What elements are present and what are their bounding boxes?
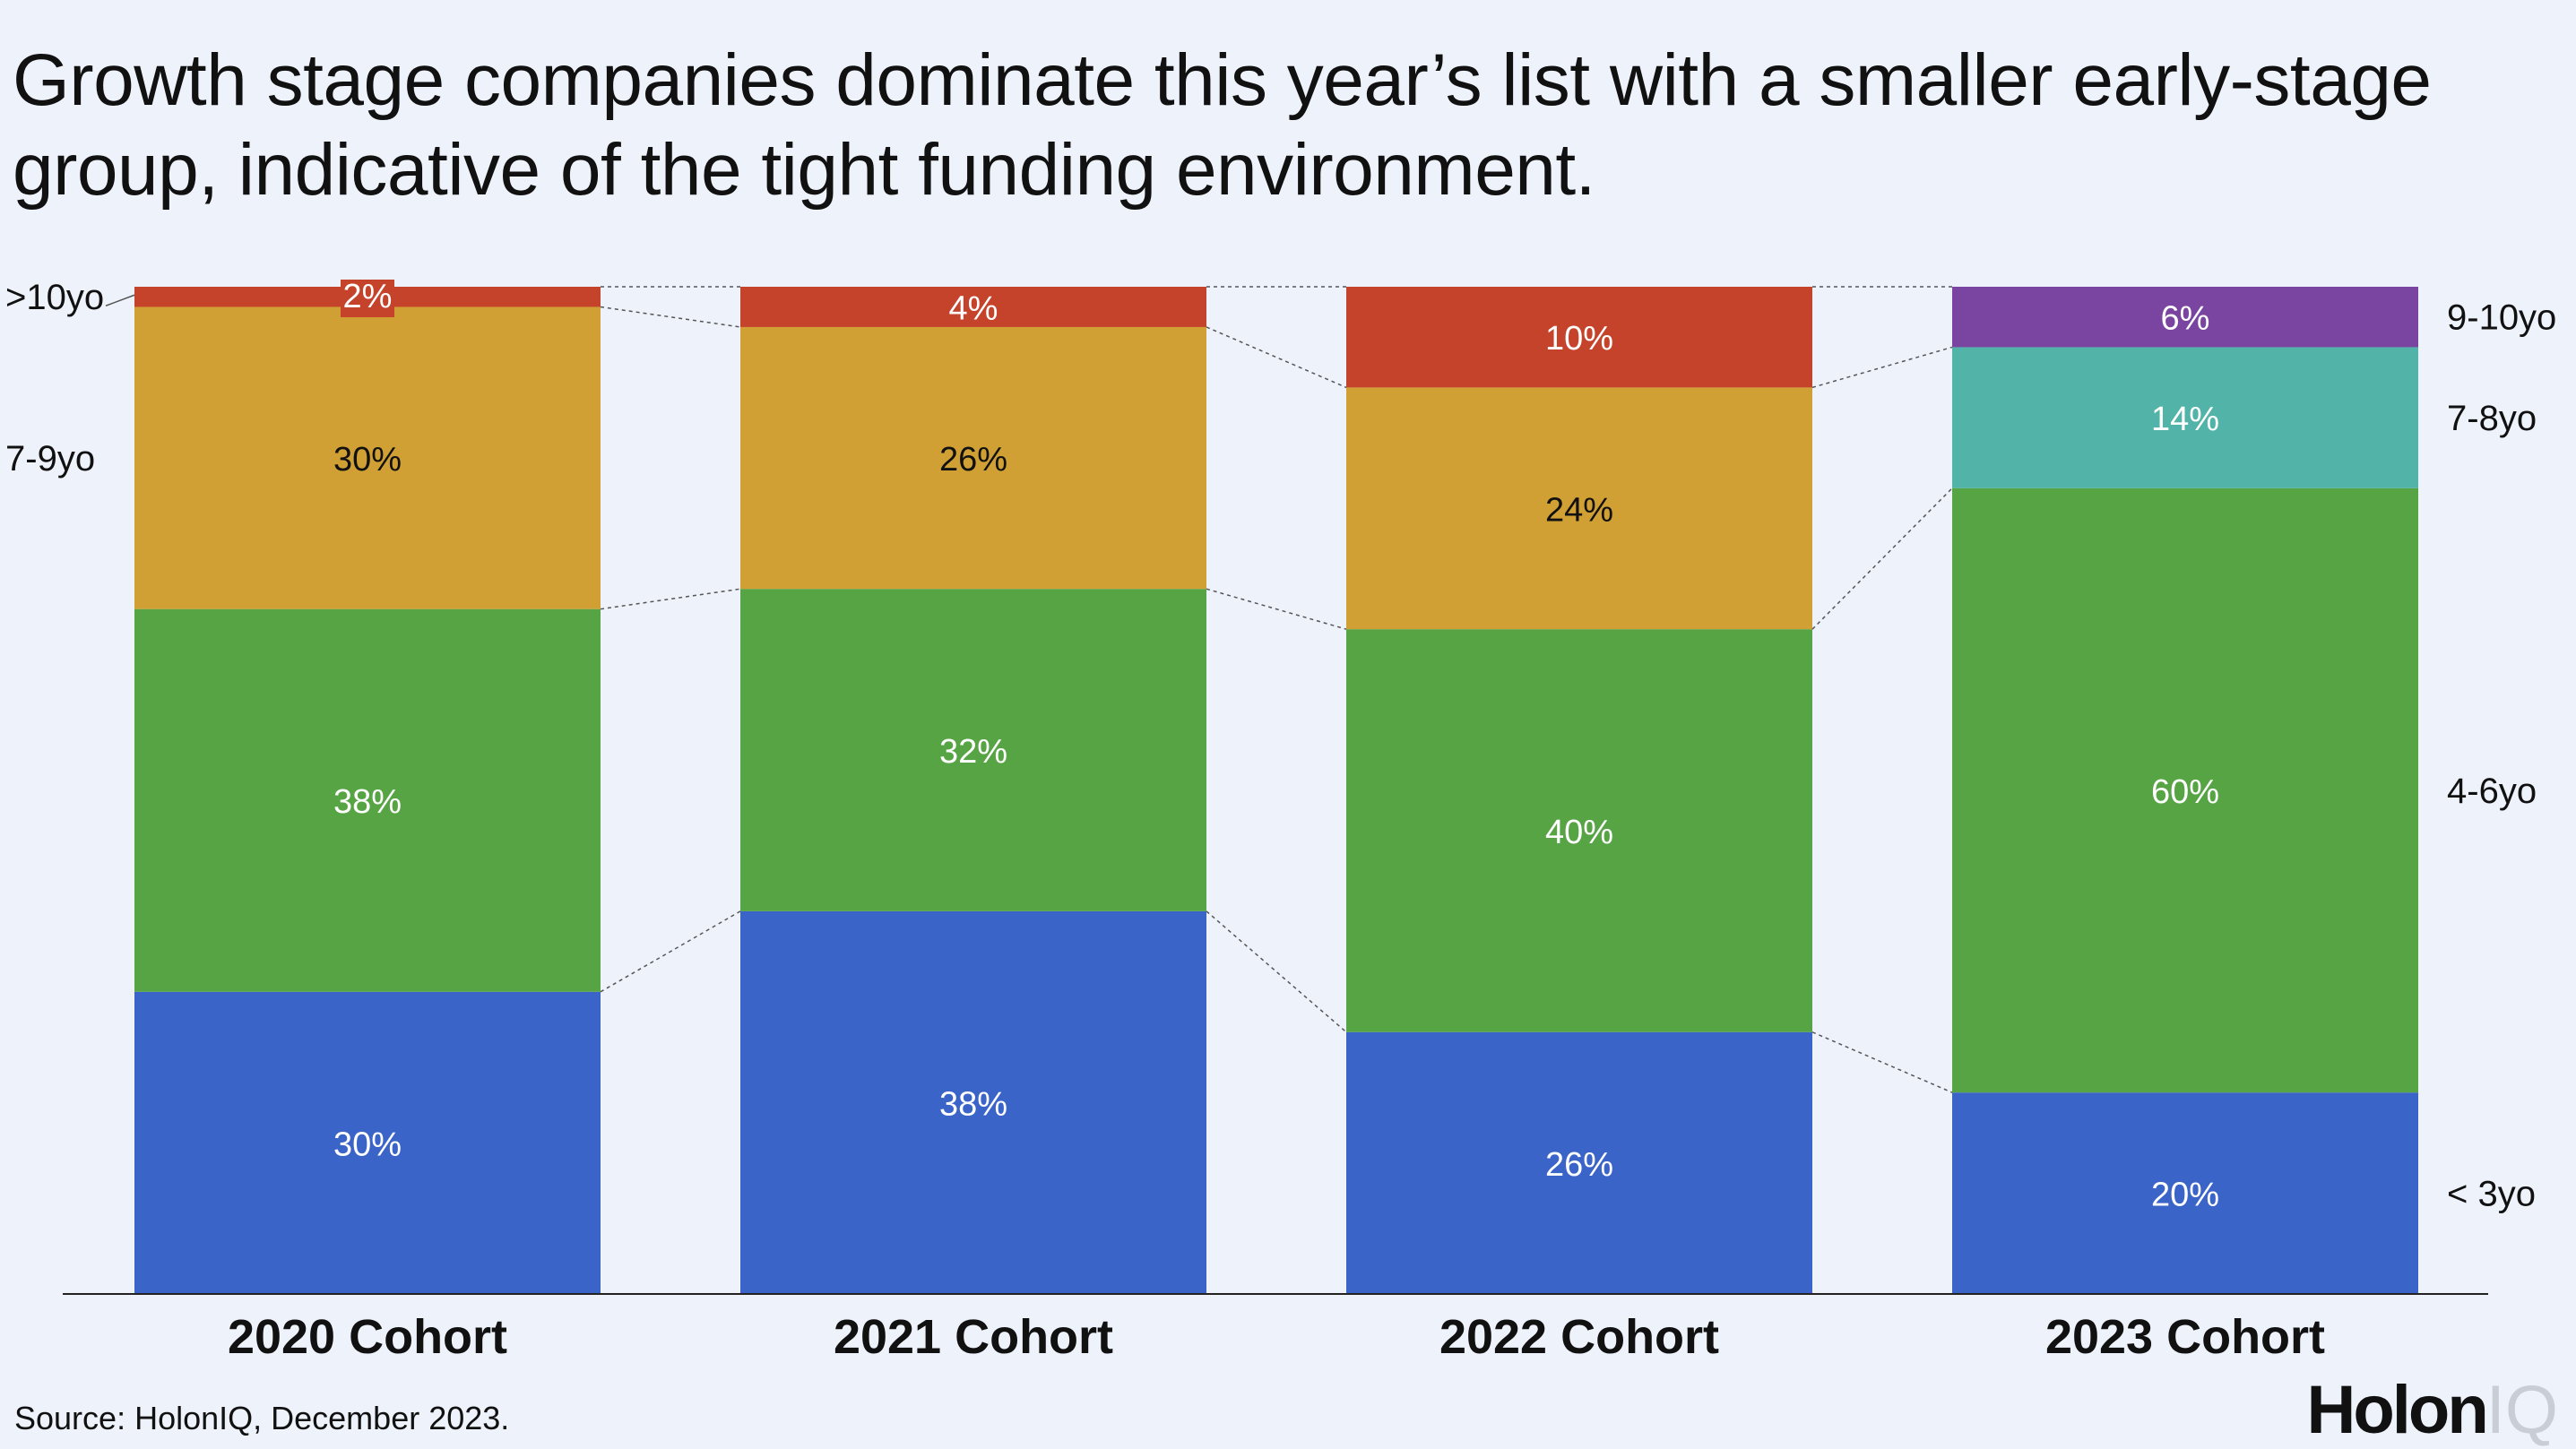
- connector-line: [600, 910, 741, 993]
- bar-2022-cohort-3yo: [1346, 1031, 1812, 1294]
- chart-title: Growth stage companies dominate this yea…: [13, 39, 2432, 211]
- value-label-2022-cohort-3yo: 26%: [1545, 1146, 1613, 1184]
- bar-2021-cohort-4-6yo: [740, 589, 1206, 911]
- legend-left-10yo: >10yo: [5, 278, 104, 317]
- value-label-2020-cohort-4-6yo: 38%: [333, 783, 402, 821]
- value-label-2022-cohort-10yo: 10%: [1545, 320, 1613, 358]
- value-label-2021-cohort-4-6yo: 32%: [939, 733, 1007, 771]
- bar-2021-cohort-3yo: [740, 910, 1206, 1294]
- category-label-2023-cohort: 2023 Cohort: [2045, 1310, 2325, 1364]
- value-label-2022-cohort-4-6yo: 40%: [1545, 814, 1613, 851]
- bar-2023-cohort-7-8yo: [1952, 347, 2418, 488]
- category-label-2022-cohort: 2022 Cohort: [1439, 1310, 1719, 1364]
- value-label-2020-cohort-7-9yo: 30%: [333, 441, 402, 479]
- value-label-2022-cohort-7-9yo: 24%: [1545, 491, 1613, 529]
- bar-2023-cohort-4-6yo: [1952, 487, 2418, 1093]
- value-label-2023-cohort-9-10yo: 6%: [2161, 300, 2210, 338]
- value-label-2023-cohort-7-8yo: 14%: [2151, 401, 2219, 438]
- bar-2022-cohort-7-9yo: [1346, 387, 1812, 630]
- legend-left-7-9yo: 7-9yo: [5, 439, 95, 479]
- bar-2022-cohort-4-6yo: [1346, 629, 1812, 1032]
- bar-2020-cohort-7-9yo: [134, 306, 601, 609]
- legend-right-9-10yo: 9-10yo: [2447, 298, 2556, 338]
- bar-2023-cohort-3yo: [1952, 1092, 2418, 1294]
- value-label-2021-cohort-7-9yo: 26%: [939, 441, 1007, 479]
- bar-2022-cohort-10yo: [1346, 287, 1812, 388]
- bar-2023-cohort-9-10yo: [1952, 287, 2418, 348]
- connector-line: [600, 306, 741, 328]
- value-label-2023-cohort-4-6yo: 60%: [2151, 773, 2219, 811]
- bar-2020-cohort-3yo: [134, 991, 601, 1294]
- connector-line: [1811, 346, 1953, 389]
- value-label-2020-cohort-3yo: 30%: [333, 1126, 402, 1163]
- category-label-2020-cohort: 2020 Cohort: [228, 1310, 507, 1364]
- connector-line: [1811, 487, 1953, 630]
- legend-right-4-6yo: 4-6yo: [2447, 772, 2537, 811]
- connector-line: [1206, 326, 1347, 389]
- legend-right-3yo: < 3yo: [2447, 1175, 2536, 1214]
- connector-line: [1206, 588, 1347, 630]
- value-label-2020-cohort-10yo: 2%: [343, 278, 393, 315]
- logo-main-text: Holon: [2306, 1372, 2488, 1448]
- category-label-2021-cohort: 2021 Cohort: [834, 1310, 1113, 1364]
- legend-right-7-8yo: 7-8yo: [2447, 399, 2537, 438]
- label-badge-2020-cohort-10yo: [341, 280, 394, 317]
- source-note: Source: HolonIQ, December 2023.: [14, 1400, 510, 1436]
- connector-line: [1811, 1031, 1953, 1093]
- bar-2021-cohort-10yo: [740, 287, 1206, 327]
- value-label-2023-cohort-3yo: 20%: [2151, 1177, 2219, 1214]
- value-label-2021-cohort-3yo: 38%: [939, 1085, 1007, 1123]
- holoniq-logo: HolonIQ: [2306, 1371, 2558, 1449]
- value-label-2021-cohort-10yo: 4%: [949, 289, 998, 327]
- connector-line: [1206, 910, 1347, 1033]
- logo-suffix-text: IQ: [2485, 1372, 2558, 1448]
- legend-leader-line: [105, 294, 135, 306]
- connector-line: [600, 588, 741, 610]
- bar-2021-cohort-7-9yo: [740, 326, 1206, 590]
- bar-2020-cohort-4-6yo: [134, 608, 601, 992]
